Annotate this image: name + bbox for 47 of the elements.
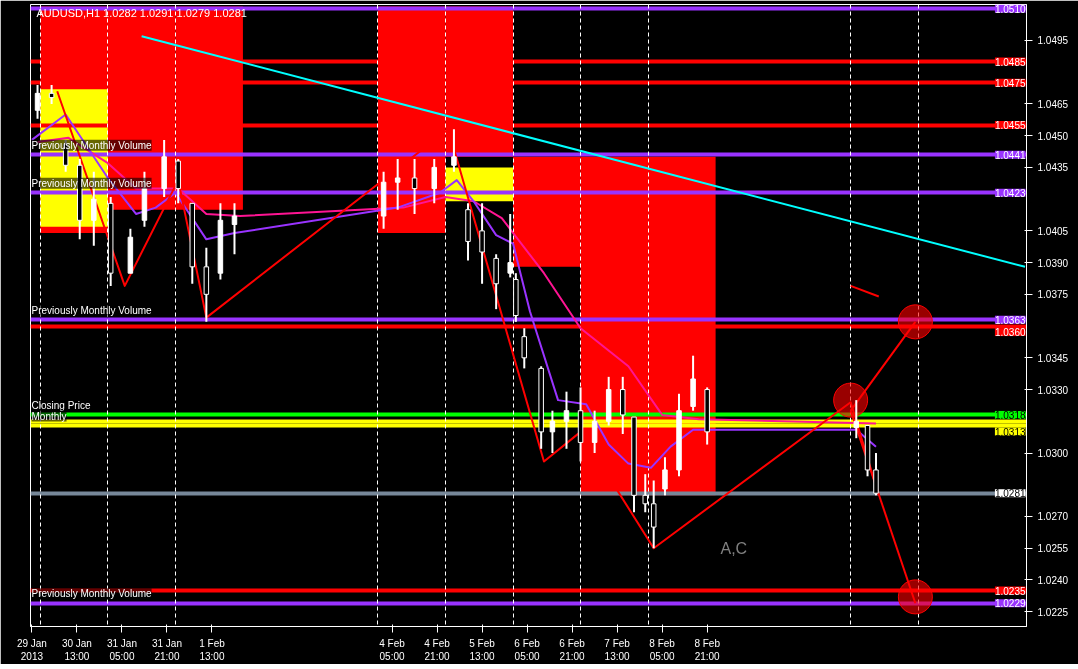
y-tick-label: 1.0405	[1037, 225, 1069, 237]
ref-line-label: 1.0510	[994, 3, 1026, 15]
x-tick-label: 6 Feb 21:00	[559, 637, 586, 662]
x-tick-label: 5 Feb 13:00	[469, 637, 496, 662]
annotation: Previously Monthly Volume	[31, 304, 153, 316]
annotation: Previously Monthly Volume	[31, 177, 153, 189]
annotation: Closing Price	[31, 399, 91, 411]
annotation: Previously Monthly Volume	[31, 588, 153, 600]
y-tick-label: 1.0255	[1037, 543, 1069, 555]
x-tick-label: 31 Jan 21:00	[151, 637, 182, 662]
ref-line-label: 1.0423	[994, 187, 1026, 199]
y-tick-label: 1.0495	[1037, 35, 1069, 47]
x-tick-label: 4 Feb 05:00	[379, 637, 406, 662]
annotation: Monthly	[31, 410, 67, 422]
y-tick-label: 1.0345	[1037, 352, 1069, 364]
y-tick-label: 1.0375	[1037, 289, 1069, 301]
y-tick-label: 1.0330	[1037, 384, 1069, 396]
ref-line-label: 1.0360	[994, 327, 1026, 339]
ref-line-label: 1.0313	[994, 426, 1026, 438]
x-tick-label: 8 Feb 21:00	[694, 637, 721, 662]
ref-line-label: 1.0318	[994, 409, 1026, 421]
y-tick-label: 1.0225	[1037, 606, 1069, 618]
y-tick-label: 1.0300	[1037, 448, 1069, 460]
y-tick-label: 1.0270	[1037, 511, 1069, 523]
x-tick-label: 8 Feb 05:00	[649, 637, 676, 662]
ref-line-label: 1.0235	[994, 585, 1026, 597]
x-tick-label: 29 Jan 2013	[16, 637, 47, 662]
ref-line-label: 1.0281	[994, 488, 1026, 500]
annotation: A,C	[720, 539, 748, 557]
ref-line-label: 1.0363	[994, 314, 1026, 326]
x-tick-label: 4 Feb 21:00	[424, 637, 451, 662]
y-tick-label: 1.0435	[1037, 162, 1069, 174]
y-tick-label: 1.0390	[1037, 257, 1069, 269]
x-tick-label: 30 Jan 13:00	[61, 637, 92, 662]
ref-line-label: 1.0475	[994, 77, 1026, 89]
x-tick-label: 31 Jan 05:00	[106, 637, 137, 662]
x-tick-label: 7 Feb 13:00	[604, 637, 631, 662]
y-tick-label: 1.0450	[1037, 130, 1069, 142]
x-tick-label: 6 Feb 05:00	[514, 637, 541, 662]
ref-line-label: 1.0485	[994, 56, 1026, 68]
x-tick-label: 1 Feb 13:00	[199, 637, 226, 662]
y-tick-label: 1.0240	[1037, 574, 1069, 586]
ref-line-label: 1.0229	[994, 598, 1026, 610]
ref-line-label: 1.0455	[994, 120, 1026, 132]
annotation: Previously Monthly Volume	[31, 139, 153, 151]
ref-line-label: 1.0441	[994, 149, 1026, 161]
y-tick-label: 1.0465	[1037, 98, 1069, 110]
